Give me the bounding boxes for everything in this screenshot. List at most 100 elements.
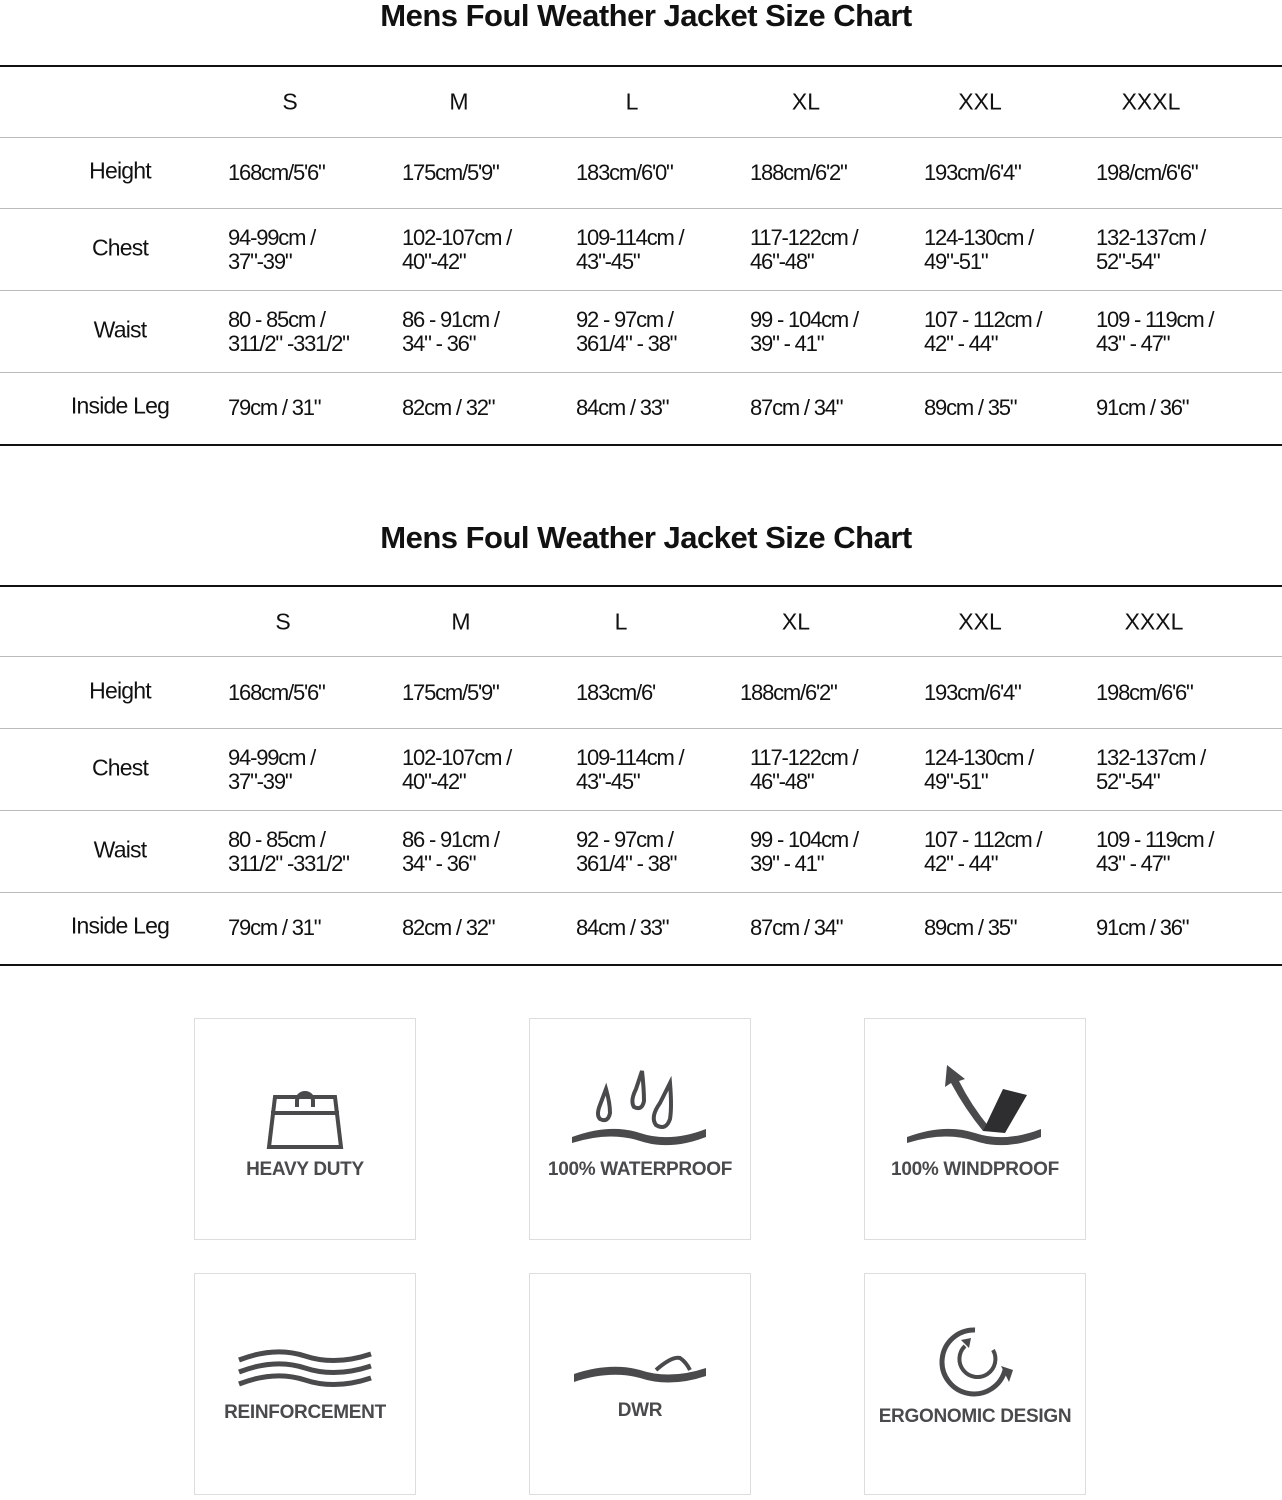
row-divider [0, 728, 1282, 729]
table-cell: 198cm/6'6" [1096, 680, 1194, 705]
cell-line: 94-99cm / [228, 745, 316, 770]
feature-tile: 100% WATERPROOF [529, 1018, 751, 1240]
cell-line: 198cm/6'6" [1096, 680, 1194, 705]
table-cell: 92 - 97cm /361/4" - 38" [576, 307, 678, 356]
table-cell: 109-114cm /43"-45" [576, 226, 685, 274]
table-cell: 82cm / 32" [402, 915, 496, 940]
row-label: Chest [91, 234, 149, 261]
cell-line: 107 - 112cm / [924, 307, 1042, 332]
feature-tile: DWR [529, 1273, 751, 1495]
table-cell: 91cm / 36" [1096, 395, 1190, 420]
cell-line: 183cm/6'0" [576, 160, 674, 185]
cell-line: 311/2" -331/2" [228, 851, 350, 876]
table-cell: 94-99cm /37"-39" [228, 745, 316, 794]
table-cell: 109-114cm /43"-45" [576, 746, 685, 794]
size-header: M [451, 608, 471, 635]
cell-line: 99 - 104cm / [750, 827, 859, 852]
cell-line: 188cm/6'2" [750, 160, 848, 185]
cell-line: 46"-48" [750, 769, 815, 794]
cell-line: 37"-39" [228, 249, 293, 274]
table-cell: 168cm/5'6" [228, 161, 326, 185]
table-cell: 80 - 85cm /311/2" -331/2" [228, 308, 350, 356]
cell-line: 188cm/6'2" [740, 680, 838, 705]
cell-line: 175cm/5'9" [402, 680, 500, 705]
cell-line: 193cm/6'4" [924, 160, 1022, 185]
cell-line: 175cm/5'9" [402, 160, 500, 185]
cell-line: 40"-42" [402, 249, 467, 274]
row-label: Height [89, 157, 151, 184]
cell-line: 311/2" -331/2" [228, 331, 350, 356]
cell-line: 46"-48" [750, 249, 815, 274]
cell-line: 91cm / 36" [1096, 395, 1190, 420]
table-cell: 117-122cm /46"-48" [750, 226, 859, 274]
cell-line: 86 - 91cm / [402, 827, 500, 852]
size-header: XXXL [1124, 608, 1184, 635]
feature-tile: ERGONOMIC DESIGN [864, 1273, 1086, 1495]
table-cell: 193cm/6'4" [924, 680, 1022, 705]
cell-line: 34" - 36" [402, 851, 477, 876]
cell-line: 49"-51" [924, 769, 989, 794]
table-cell: 109 - 119cm /43" - 47" [1096, 827, 1214, 876]
row-divider [0, 892, 1282, 893]
size-header: L [625, 88, 639, 115]
table-cell: 91cm / 36" [1096, 916, 1190, 940]
cell-line: 87cm / 34" [750, 915, 844, 940]
cell-line: 117-122cm / [750, 745, 859, 770]
table-cell: 117-122cm /46"-48" [750, 745, 859, 794]
size-header: S [275, 608, 291, 635]
row-label: Chest [91, 754, 149, 781]
size-header: XXL [958, 608, 1002, 635]
table-cell: 107 - 112cm /42" - 44" [924, 827, 1042, 876]
table-cell: 193cm/6'4" [924, 160, 1022, 185]
row-divider [0, 372, 1282, 373]
table-cell: 94-99cm /37"-39" [228, 226, 316, 274]
cell-line: 43" - 47" [1096, 331, 1171, 356]
cell-line: 39" - 41" [750, 331, 825, 356]
table-cell: 79cm / 31" [228, 395, 322, 420]
row-label: Height [89, 677, 151, 704]
cell-line: 89cm / 35" [924, 915, 1018, 940]
cell-line: 109 - 119cm / [1096, 827, 1214, 852]
cell-line: 124-130cm / [924, 745, 1034, 770]
cell-line: 79cm / 31" [228, 395, 322, 420]
table-cell: 79cm / 31" [228, 916, 322, 940]
table-bottom-border [0, 444, 1282, 446]
row-divider [0, 810, 1282, 811]
table-cell: 99 - 104cm /39" - 41" [750, 307, 859, 356]
cell-line: 39" - 41" [750, 851, 825, 876]
table-cell: 107 - 112cm /42" - 44" [924, 307, 1042, 356]
row-label: Inside Leg [70, 912, 170, 939]
cell-line: 124-130cm / [924, 225, 1034, 250]
table-cell: 132-137cm /52"-54" [1096, 226, 1206, 274]
row-divider [0, 208, 1282, 209]
feature-tile: HEAVY DUTY [194, 1018, 416, 1240]
cell-line: 107 - 112cm / [924, 827, 1042, 852]
table-cell: 109 - 119cm /43" - 47" [1096, 308, 1214, 356]
cell-line: 43"-45" [576, 769, 641, 794]
cell-line: 84cm / 33" [576, 395, 670, 420]
feature-label: 100% WINDPROOF [891, 1159, 1059, 1180]
feature-label: 100% WATERPROOF [547, 1159, 733, 1180]
table-cell: 168cm/5'6" [228, 681, 326, 705]
table-cell: 183cm/6' [576, 681, 656, 705]
cell-line: 99 - 104cm / [750, 307, 859, 332]
cell-line: 361/4" - 38" [576, 851, 678, 876]
table-cell: 175cm/5'9" [402, 160, 500, 185]
size-header: XL [791, 88, 821, 115]
feature-label: HEAVY DUTY [246, 1159, 364, 1180]
cell-line: 92 - 97cm / [576, 307, 674, 332]
cell-line: 49"-51" [924, 249, 989, 274]
row-label: Waist [93, 316, 147, 343]
table-top-border [0, 65, 1282, 67]
cell-line: 40"-42" [402, 769, 467, 794]
cell-line: 42" - 44" [924, 331, 999, 356]
table-cell: 86 - 91cm /34" - 36" [402, 308, 500, 356]
table-cell: 175cm/5'9" [402, 680, 500, 705]
cell-line: 82cm / 32" [402, 915, 496, 940]
table-title: Mens Foul Weather Jacket Size Chart [380, 520, 912, 555]
row-divider [0, 656, 1282, 657]
size-header: XXXL [1121, 88, 1181, 115]
cell-line: 193cm/6'4" [924, 680, 1022, 705]
table-cell: 87cm / 34" [750, 396, 844, 420]
table-cell: 92 - 97cm /361/4" - 38" [576, 828, 678, 876]
